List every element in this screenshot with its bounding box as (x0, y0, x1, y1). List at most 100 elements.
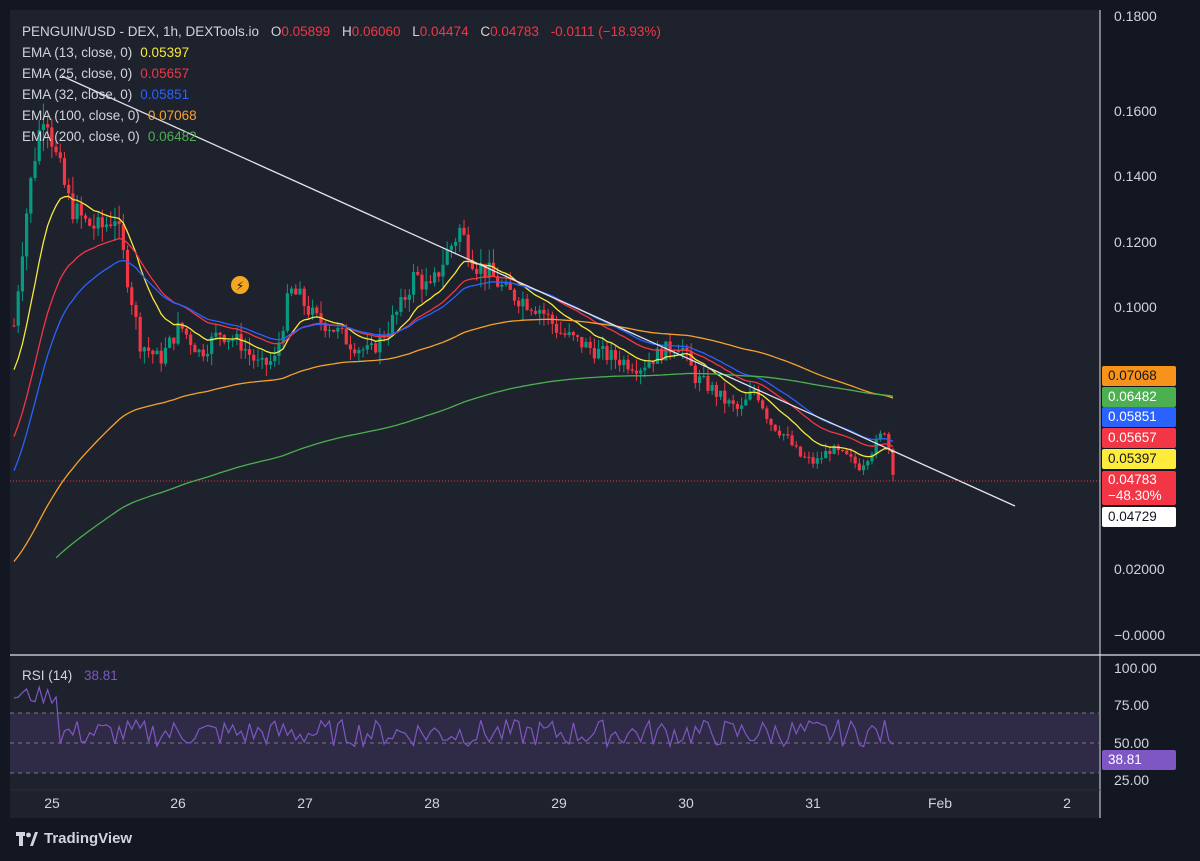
candle-body (731, 400, 735, 404)
candle-body (563, 333, 567, 335)
candle-body (512, 289, 517, 301)
close-value: 0.04783 (490, 24, 539, 39)
ema-value: 0.07068 (147, 108, 197, 123)
candle-body (739, 405, 744, 409)
candle-body (567, 332, 571, 335)
candle-body (601, 346, 605, 349)
ema-32-line (13, 259, 894, 472)
candle-body (113, 221, 117, 226)
y-tick-label: 0.02000 (1114, 561, 1165, 577)
candle-body (16, 291, 20, 326)
candle-body (605, 346, 609, 360)
candle-body (596, 348, 601, 359)
candle-body (46, 124, 50, 128)
price-badge-4: 0.05397 (1102, 449, 1176, 469)
candle-body (41, 124, 46, 130)
candle-body (487, 262, 491, 278)
candle-body (441, 264, 445, 277)
candle-body (840, 449, 845, 451)
event-marker (229, 274, 251, 296)
candle-body (138, 316, 142, 352)
high-value: 0.06060 (351, 24, 401, 39)
candle-body (378, 335, 382, 353)
candle-body (361, 349, 365, 351)
candle-body (151, 350, 155, 355)
brand-name: TradingView (44, 830, 133, 847)
candle-body (752, 389, 756, 392)
open-label: O (270, 24, 282, 39)
candle-body (407, 294, 411, 300)
y-tick-label: 0.1000 (1114, 299, 1157, 315)
candle-body (449, 245, 453, 251)
ema-legend-0[interactable]: EMA (13, close, 0) 0.05397 (22, 45, 189, 61)
candle-body (71, 193, 75, 220)
rsi-badge: 38.81 (1102, 750, 1176, 770)
candle-body (887, 434, 891, 450)
trendline (61, 75, 1016, 507)
candle-body (769, 418, 773, 425)
candle-body (88, 218, 92, 226)
candle-body (184, 328, 189, 335)
rsi-legend[interactable]: RSI (14) 38.81 (22, 668, 118, 684)
candle-body (689, 351, 693, 366)
candle-body (210, 336, 214, 354)
candle-body (50, 127, 54, 147)
ema-legend-2[interactable]: EMA (32, close, 0) 0.05851 (22, 87, 189, 103)
ema-value: 0.05397 (140, 45, 190, 60)
candle-body (853, 456, 857, 464)
candle-body (622, 359, 626, 366)
candle-body (29, 178, 33, 214)
candle-body (445, 250, 449, 265)
candle-body (634, 370, 639, 374)
candle-body (231, 340, 235, 342)
candle-body (12, 325, 16, 327)
candle-body (92, 225, 96, 229)
symbol-legend[interactable]: PENGUIN/USD - DEX, 1h, DEXTools.io O0.05… (22, 24, 661, 40)
change-value: -0.0111 (−18.93%) (550, 24, 661, 39)
rsi-label: RSI (14) (22, 668, 73, 683)
candle-body (891, 449, 895, 475)
rsi-tick-label: 25.00 (1114, 772, 1149, 788)
candle-body (294, 288, 298, 295)
candle-body (609, 350, 613, 360)
candle-body (104, 224, 109, 228)
candle-body (849, 454, 853, 457)
tradingview-brand[interactable]: TradingView (16, 830, 132, 847)
candle-body (660, 348, 664, 361)
candle-body (67, 184, 71, 194)
candle-body (664, 341, 668, 361)
candle-body (504, 282, 508, 285)
candle-body (260, 357, 264, 360)
x-tick-label: 30 (678, 795, 694, 811)
candle-body (786, 434, 790, 436)
candle-body (521, 298, 525, 307)
rsi-tick-label: 75.00 (1114, 697, 1149, 713)
y-tick-label: 0.1400 (1114, 168, 1157, 184)
ema-legend-4[interactable]: EMA (200, close, 0) 0.06482 (22, 129, 197, 145)
candle-body (100, 217, 104, 228)
candle-body (546, 313, 550, 315)
candle-body (723, 390, 727, 404)
candle-body (470, 259, 475, 269)
candle-body (130, 287, 134, 305)
candle-body (437, 272, 441, 277)
candle-body (327, 329, 332, 332)
ema-label: EMA (25, close, 0) (22, 66, 133, 81)
candle-body (500, 284, 504, 287)
ema-label: EMA (200, close, 0) (22, 129, 140, 144)
candle-body (491, 262, 496, 277)
candle-body (142, 347, 146, 352)
candle-body (399, 297, 403, 312)
candle-body (168, 337, 172, 348)
candle-body (121, 224, 125, 251)
y-tick-label: 0.1800 (1114, 8, 1157, 24)
candle-body (845, 450, 849, 455)
candle-body (592, 348, 596, 359)
candle-body (252, 354, 256, 361)
chart-panel[interactable] (10, 10, 1100, 818)
ema-legend-1[interactable]: EMA (25, close, 0) 0.05657 (22, 66, 189, 82)
ema-legend-3[interactable]: EMA (100, close, 0) 0.07068 (22, 108, 197, 124)
candle-body (651, 362, 655, 364)
candle-body (790, 435, 794, 446)
